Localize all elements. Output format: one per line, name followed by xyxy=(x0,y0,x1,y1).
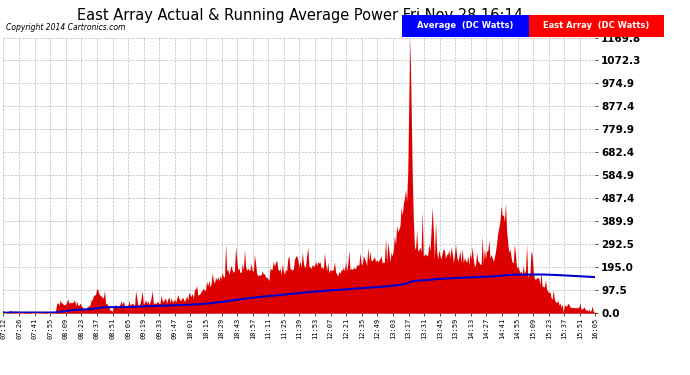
Text: East Array  (DC Watts): East Array (DC Watts) xyxy=(544,21,649,30)
Text: Average  (DC Watts): Average (DC Watts) xyxy=(417,21,513,30)
Text: East Array Actual & Running Average Power Fri Nov 28 16:14: East Array Actual & Running Average Powe… xyxy=(77,8,523,23)
Text: Copyright 2014 Cartronics.com: Copyright 2014 Cartronics.com xyxy=(6,22,125,32)
